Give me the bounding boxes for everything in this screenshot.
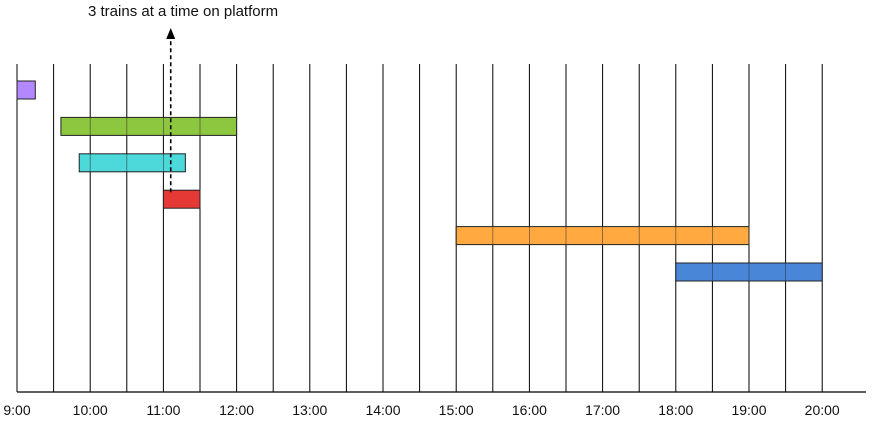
annotation-arrow-head <box>166 28 176 39</box>
x-tick-label: 14:00 <box>365 402 400 418</box>
x-tick-label: 17:00 <box>585 402 620 418</box>
x-tick-label: 10:00 <box>73 402 108 418</box>
x-tick-labels: 9:00 10:00 11:00 12:00 13:00 14:00 15:00 16:00 1… <box>3 402 840 418</box>
x-tick-label: 12:00 <box>219 402 254 418</box>
train-bars <box>16 80 823 282</box>
annotation-arrow-group <box>166 28 176 193</box>
x-tick-label: 19:00 <box>731 402 766 418</box>
train-bar <box>60 116 238 136</box>
x-tick-label: 16:00 <box>512 402 547 418</box>
annotation-label: 3 trains at a time on platform <box>88 3 279 20</box>
x-tick-label: 13:00 <box>292 402 327 418</box>
train-bar <box>162 189 201 209</box>
x-tick-label: 18:00 <box>658 402 693 418</box>
x-tick-label: 20:00 <box>805 402 840 418</box>
x-tick-label: 15:00 <box>439 402 474 418</box>
train-bar <box>16 80 36 100</box>
x-tick-label: 9:00 <box>3 402 30 418</box>
train-bar <box>78 153 186 173</box>
x-tick-label: 11:00 <box>146 402 180 418</box>
